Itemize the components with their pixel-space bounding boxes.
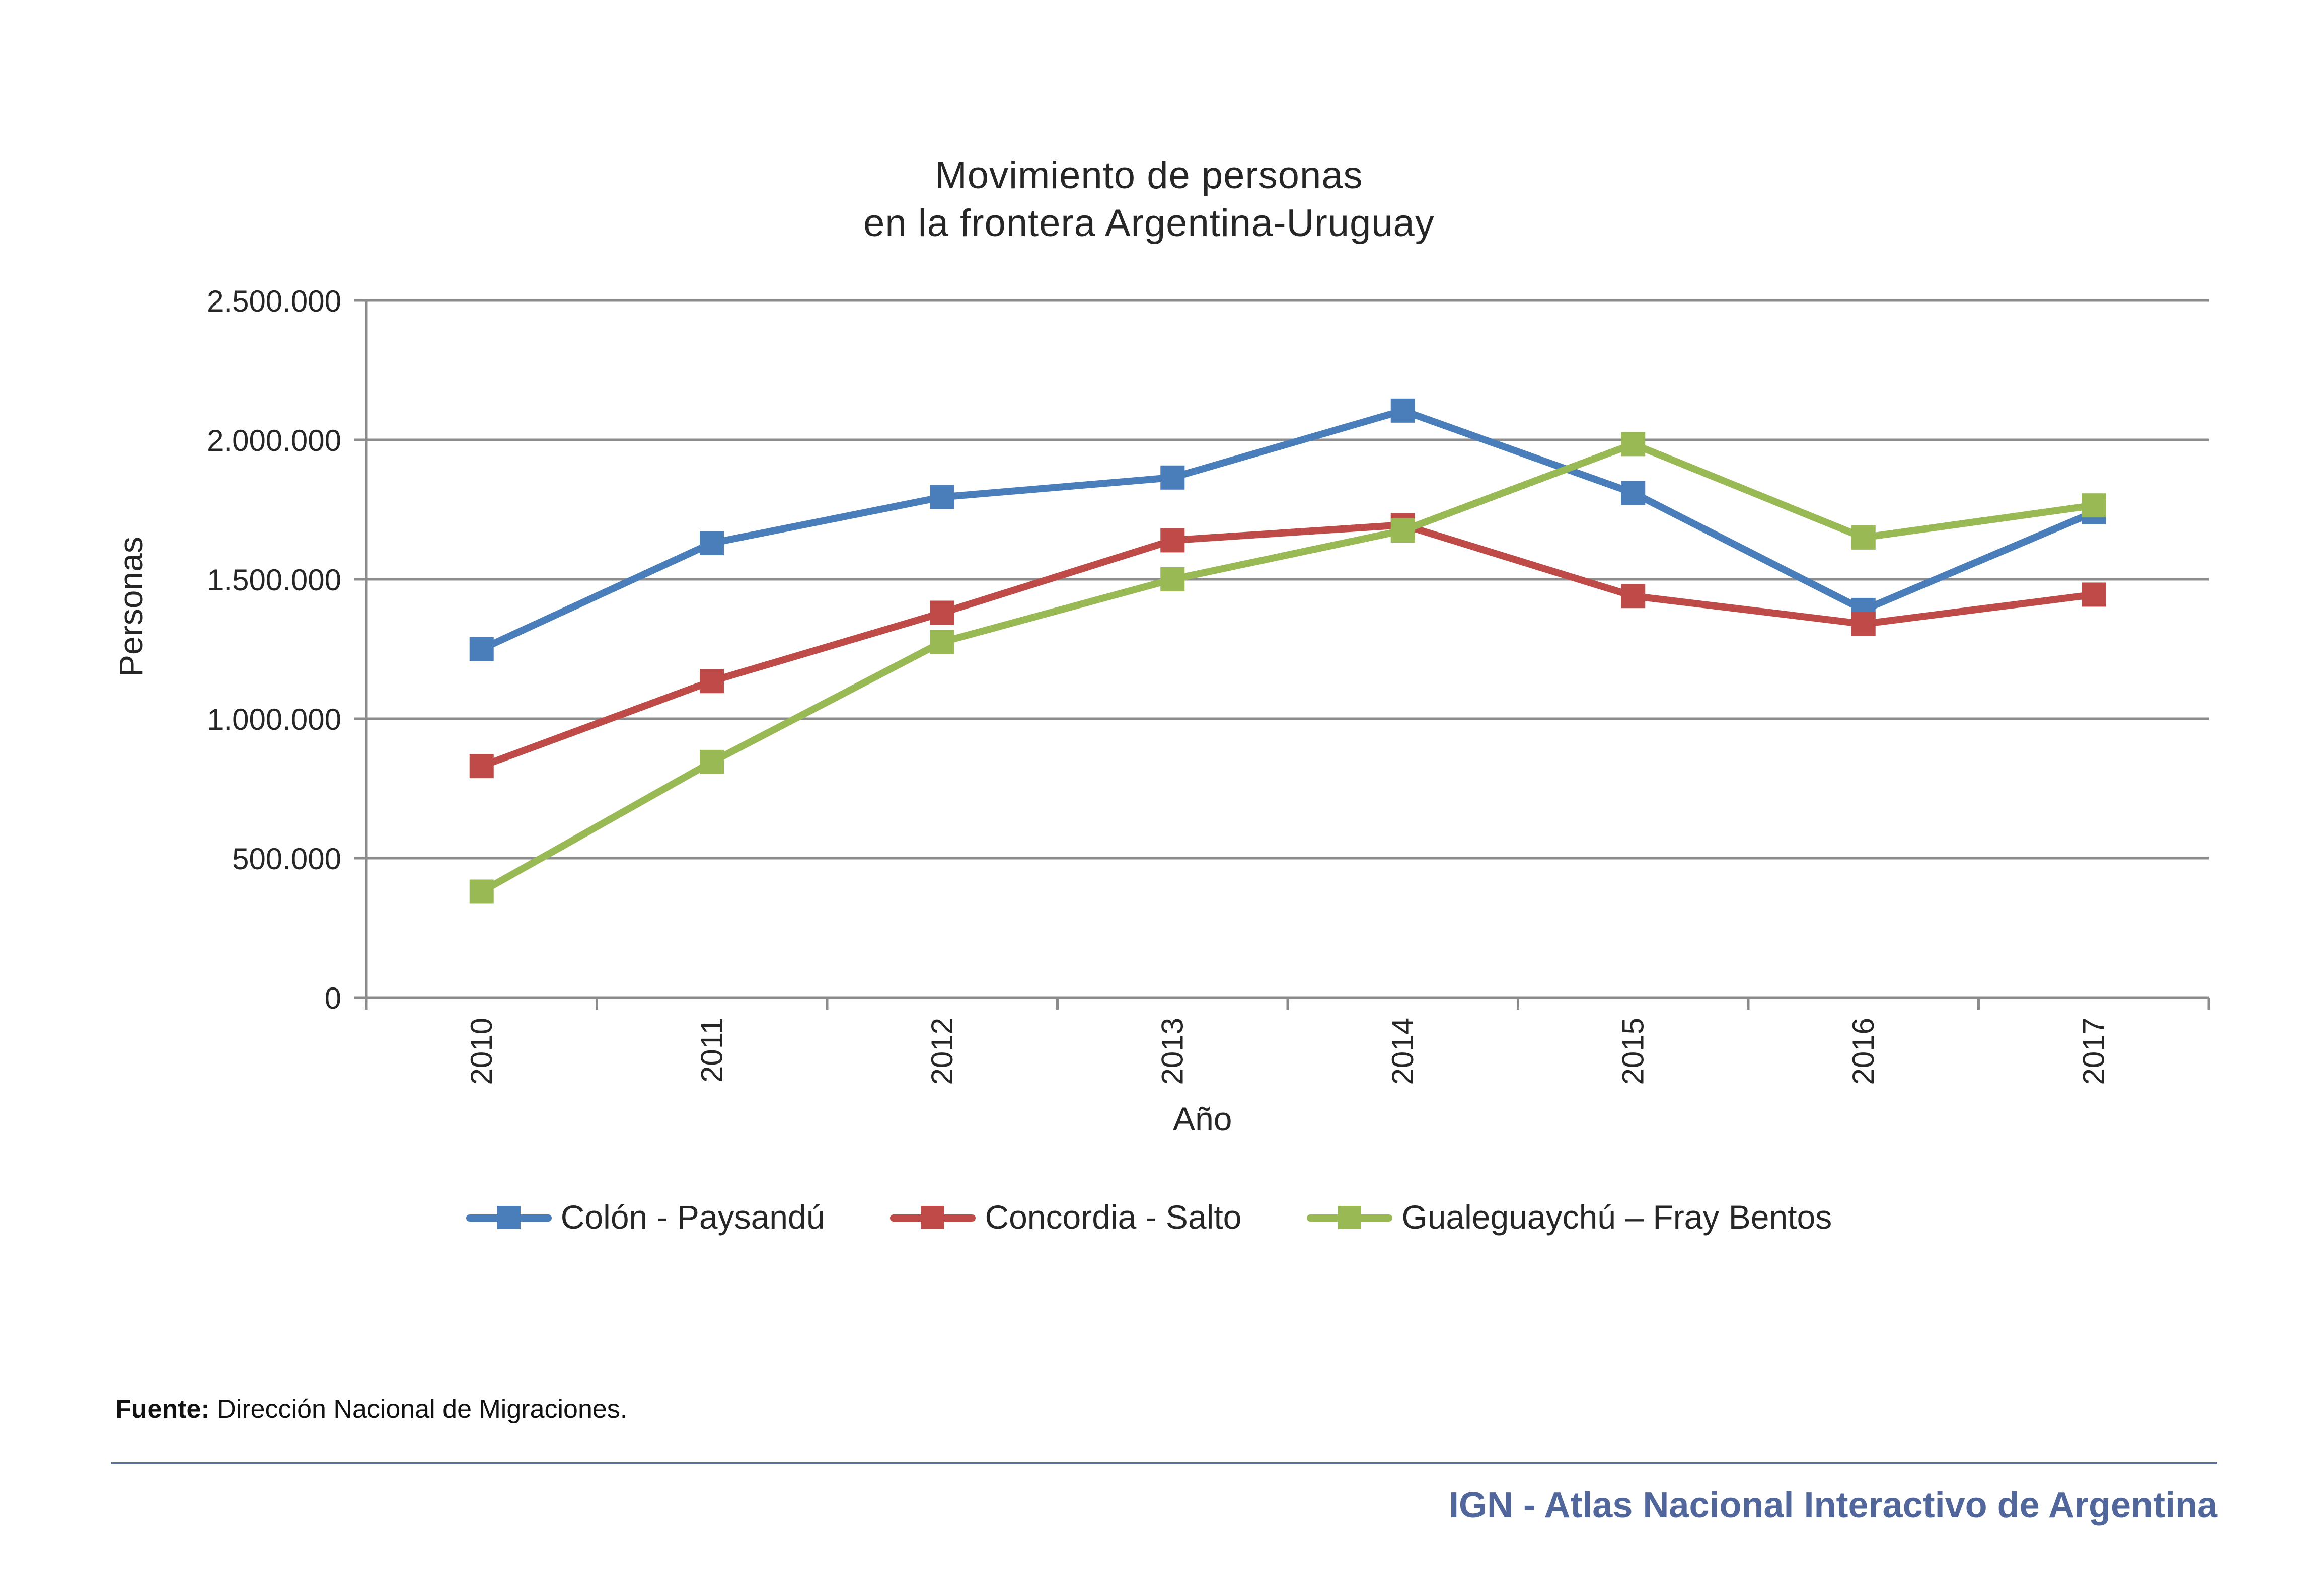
y-tick-label: 0 (325, 981, 341, 1015)
legend: Colón - Paysandú Concordia - Salto Guale… (0, 1198, 2298, 1236)
y-tick-label: 500.000 (232, 842, 341, 876)
source-label: Fuente: (115, 1395, 210, 1424)
data-point-1 (469, 754, 494, 779)
data-point-2 (1160, 567, 1185, 591)
legend-swatch-gualeguaychu (1307, 1202, 1393, 1232)
x-tick-label: 2012 (925, 1018, 959, 1085)
data-point-1 (700, 669, 724, 694)
series-line-1 (478, 521, 2098, 770)
data-point-2 (930, 630, 954, 654)
series-layer (469, 398, 2106, 904)
data-point-2 (1851, 525, 1876, 550)
y-axis-label: Personas (112, 537, 150, 677)
data-point-1 (1851, 612, 1876, 636)
data-point-0 (930, 485, 954, 509)
tick-labels: 0 500.000 1.000.000 1.500.000 2.000.000 2.500… (207, 284, 2110, 1085)
data-point-2 (2082, 493, 2106, 518)
y-tick-label: 1.500.000 (207, 563, 341, 597)
legend-label-colon: Colón - Paysandú (560, 1198, 825, 1236)
legend-label-gualeguaychu: Gualeguaychú – Fray Bentos (1401, 1198, 1832, 1236)
series-line-2 (478, 440, 2098, 895)
x-tick-label: 2014 (1386, 1018, 1420, 1085)
data-point-0 (1160, 465, 1185, 490)
y-tick-label: 2.500.000 (207, 284, 341, 318)
data-point-2 (1621, 432, 1646, 457)
legend-item-concordia: Concordia - Salto (890, 1198, 1241, 1236)
source-note: Fuente: Dirección Nacional de Migracione… (115, 1394, 627, 1424)
x-tick-label: 2015 (1616, 1018, 1650, 1085)
y-tick-label: 1.000.000 (207, 703, 341, 736)
series-line-0 (478, 407, 2098, 653)
x-tick-label: 2011 (695, 1018, 728, 1083)
data-point-0 (469, 637, 494, 661)
x-tick-label: 2010 (465, 1018, 498, 1085)
chart-title-line-1: Movimiento de personas (935, 154, 1363, 197)
axes (354, 299, 2210, 1010)
data-point-2 (1390, 518, 1415, 543)
grid-lines (366, 299, 2209, 860)
chart-title-line-2: en la frontera Argentina-Uruguay (863, 202, 1435, 245)
legend-label-concordia: Concordia - Salto (985, 1198, 1242, 1236)
data-point-1 (930, 600, 954, 625)
data-point-0 (1390, 398, 1415, 423)
source-text: Dirección Nacional de Migraciones. (217, 1395, 628, 1424)
data-point-1 (1160, 528, 1185, 553)
legend-item-colon: Colón - Paysandú (466, 1198, 825, 1236)
y-tick-label: 2.000.000 (207, 424, 341, 458)
data-point-1 (2082, 582, 2106, 607)
footer-credit: IGN - Atlas Nacional Interactivo de Arge… (1449, 1485, 2217, 1526)
data-point-1 (1621, 584, 1646, 609)
x-tick-label: 2016 (1846, 1018, 1880, 1085)
data-point-0 (1621, 481, 1646, 505)
x-tick-label: 2017 (2077, 1018, 2110, 1085)
legend-swatch-concordia (890, 1202, 976, 1232)
x-tick-label: 2013 (1155, 1018, 1189, 1085)
data-point-0 (700, 530, 724, 555)
x-axis-label: Año (1173, 1100, 1232, 1137)
legend-swatch-colon (466, 1202, 552, 1232)
legend-item-gualeguaychu: Gualeguaychú – Fray Bentos (1307, 1198, 1832, 1236)
footer-divider (111, 1462, 2217, 1464)
data-point-2 (469, 879, 494, 904)
data-point-2 (700, 749, 724, 774)
